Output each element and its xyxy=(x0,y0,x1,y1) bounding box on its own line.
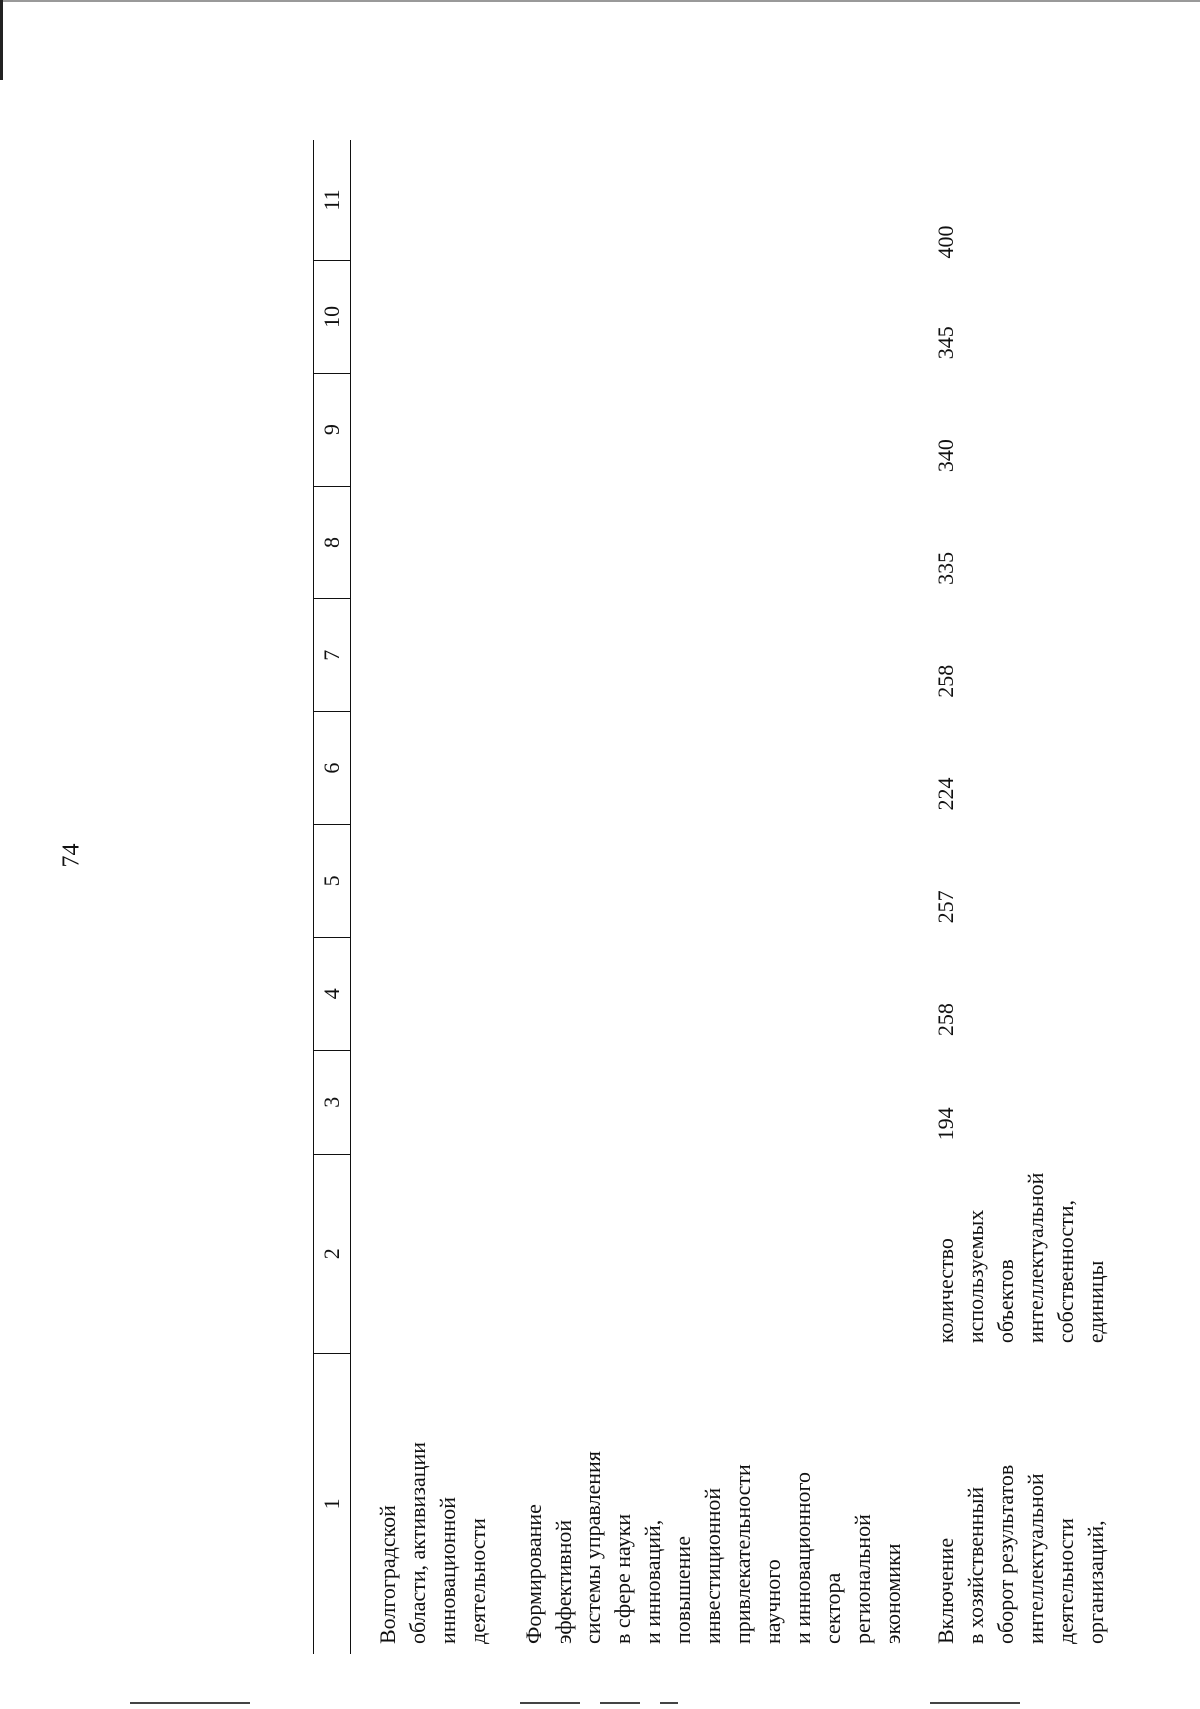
row-3-value-3: 194 xyxy=(933,1107,959,1141)
row-3-value-7: 258 xyxy=(933,664,959,698)
row-2-value-4 xyxy=(493,937,908,1050)
header-col-5: 5 xyxy=(313,824,351,938)
row-3-value-6: 224 xyxy=(933,777,959,811)
header-col-1: 1 xyxy=(313,1353,351,1654)
row-3-value-8: 335 xyxy=(933,551,959,585)
scan-edge-top xyxy=(0,0,1200,2)
header-col-6: 6 xyxy=(313,711,351,825)
row-3-value-10: 345 xyxy=(933,326,959,360)
scan-edge-bottom xyxy=(0,1702,1200,1706)
row-3-indicator: количество используемых объектов интелле… xyxy=(933,1172,1108,1344)
indicator-table: 1 2 3 4 5 6 7 8 9 10 11 Волгоградской об… xyxy=(313,140,1111,1654)
row-3-value-4: 258 xyxy=(933,1003,959,1037)
row-1-value-5 xyxy=(351,825,493,938)
row-2-value-3 xyxy=(493,1050,908,1154)
row-3-value-11: 400 xyxy=(933,225,959,259)
row-2-goal: Формирование эффективной системы управле… xyxy=(520,1451,905,1644)
row-2-indicator xyxy=(493,1154,908,1353)
header-col-11: 11 xyxy=(313,140,351,261)
header-col-10: 10 xyxy=(313,260,351,374)
header-col-2: 2 xyxy=(313,1154,351,1354)
header-col-8: 8 xyxy=(313,486,351,599)
row-2-value-8 xyxy=(493,486,908,599)
page-number: 74 xyxy=(58,843,85,868)
header-row: 1 2 3 4 5 6 7 8 9 10 11 xyxy=(313,140,351,1654)
row-1-value-4 xyxy=(351,937,493,1050)
row-2-value-7 xyxy=(493,599,908,712)
header-col-3: 3 xyxy=(313,1050,351,1155)
row-1-value-7 xyxy=(351,599,493,712)
row-1-value-3 xyxy=(351,1050,493,1154)
indicator-table-rotated: 1 2 3 4 5 6 7 8 9 10 11 Волгоградской об… xyxy=(313,140,1108,1654)
row-1-value-8 xyxy=(351,486,493,599)
row-1-value-9 xyxy=(351,373,493,486)
row-1-value-6 xyxy=(351,712,493,825)
header-col-7: 7 xyxy=(313,598,351,712)
row-1-value-10 xyxy=(351,260,493,373)
header-col-9: 9 xyxy=(313,373,351,487)
row-2-value-6 xyxy=(493,712,908,825)
table-row: Включение в хозяйственный оборот результ… xyxy=(907,140,1110,1654)
row-1-goal: Волгоградской области, активизации иннов… xyxy=(375,1441,490,1644)
table-row: Формирование эффективной системы управле… xyxy=(493,140,908,1654)
row-2-value-5 xyxy=(493,825,908,938)
row-1-value-11 xyxy=(351,140,493,260)
row-2-value-11 xyxy=(493,140,908,260)
row-1-indicator xyxy=(351,1154,493,1353)
table-row: Волгоградской области, активизации иннов… xyxy=(351,140,493,1654)
row-3-value-5: 257 xyxy=(933,890,959,924)
row-3-value-9: 340 xyxy=(933,439,959,473)
scan-edge-left xyxy=(0,0,3,80)
row-3-goal: Включение в хозяйственный оборот результ… xyxy=(933,1464,1108,1644)
row-2-value-9 xyxy=(493,373,908,486)
row-2-value-10 xyxy=(493,260,908,373)
header-col-4: 4 xyxy=(313,937,351,1051)
